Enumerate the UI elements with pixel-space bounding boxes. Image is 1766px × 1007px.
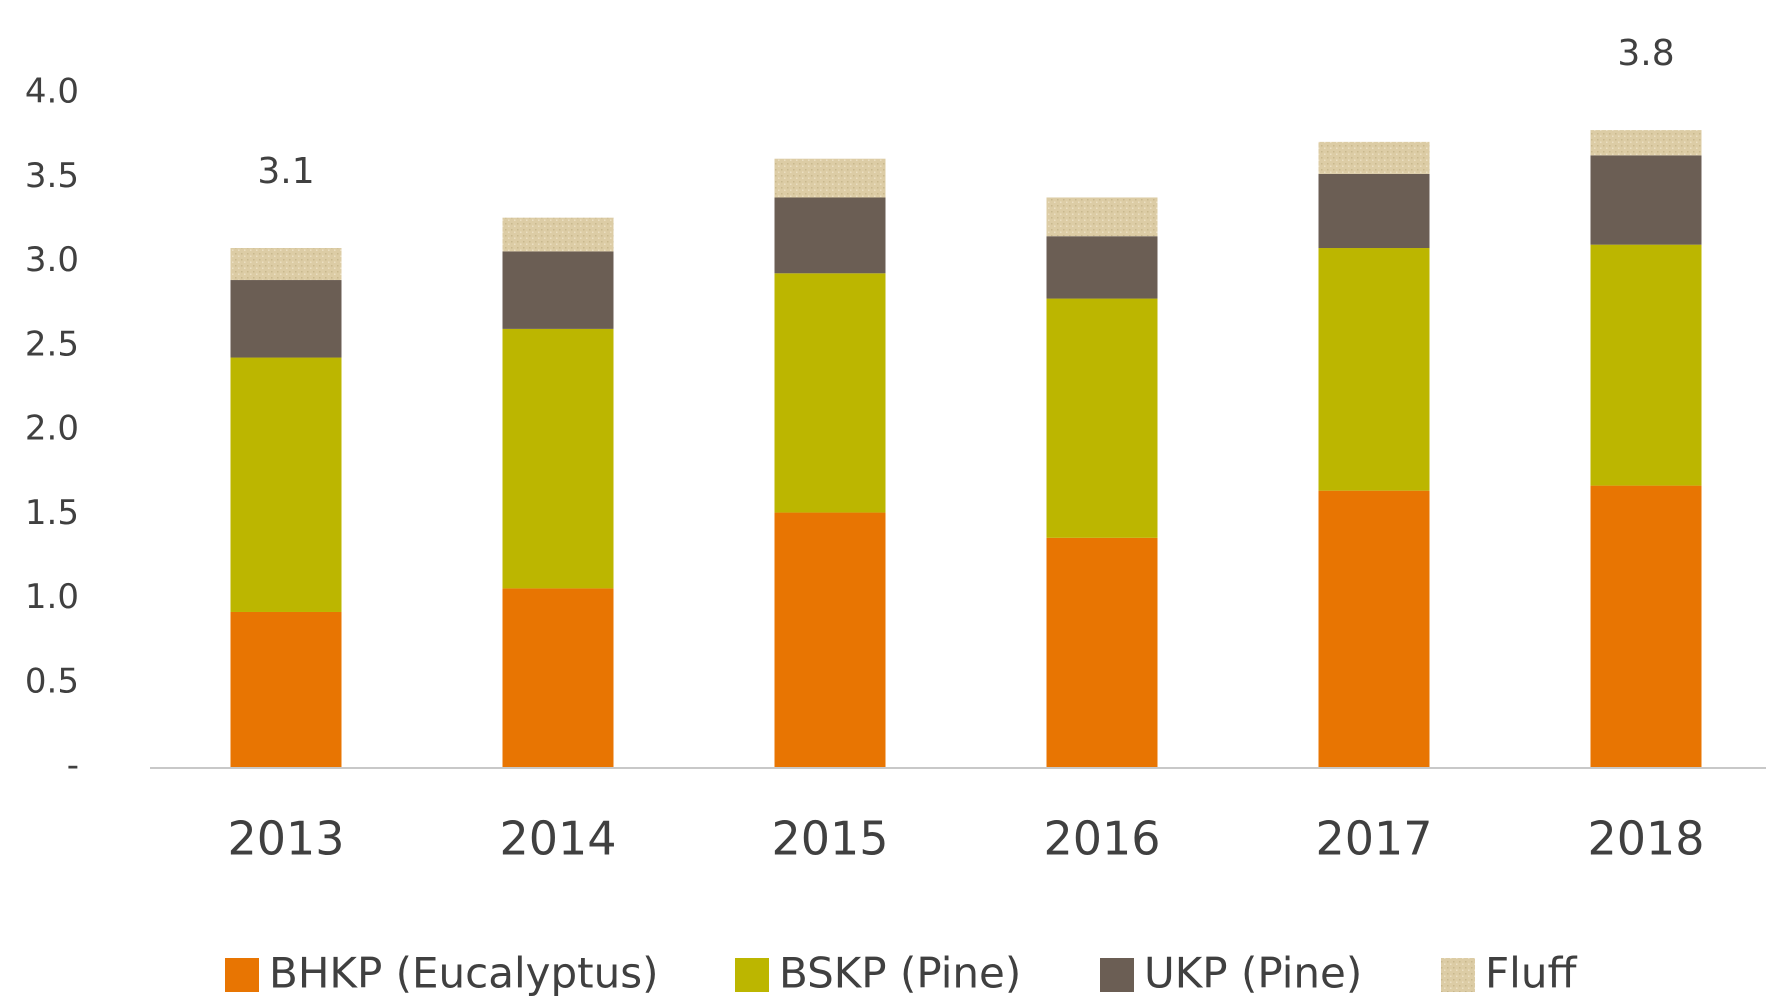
bar-segment — [230, 248, 342, 281]
bar-segment — [502, 217, 614, 252]
annotation: 3.1 — [257, 151, 314, 192]
bar-segment — [1590, 130, 1702, 156]
bar-segment — [774, 197, 886, 274]
y-tick-label: 2.5 — [25, 324, 79, 364]
y-tick-label: - — [67, 746, 79, 786]
bar-segment — [774, 158, 886, 198]
y-tick-label: 1.0 — [25, 577, 79, 617]
legend-swatch — [1441, 958, 1475, 992]
x-tick-label: 2017 — [1315, 812, 1432, 866]
bar-segment — [502, 328, 614, 589]
bar-segment — [774, 512, 886, 767]
legend-label: UKP (Pine) — [1144, 949, 1362, 998]
bar-segment — [1046, 298, 1158, 538]
bar-segment — [230, 611, 342, 767]
y-tick-label: 3.5 — [25, 156, 79, 196]
legend-swatch — [735, 958, 769, 992]
bar-segment — [1318, 141, 1430, 174]
bar-segment — [1046, 236, 1158, 299]
x-tick-label: 2013 — [227, 812, 344, 866]
x-tick-label: 2018 — [1587, 812, 1704, 866]
y-tick-label: 4.0 — [25, 72, 79, 112]
legend-label: BSKP (Pine) — [779, 949, 1021, 998]
y-tick-label: 2.0 — [25, 409, 79, 449]
legend-swatch — [225, 958, 259, 992]
y-tick-label: 3.0 — [25, 240, 79, 280]
x-tick-label: 2014 — [499, 812, 616, 866]
legend-swatch — [1100, 958, 1134, 992]
bar-segment — [774, 273, 886, 513]
annotation: 3.8 — [1617, 33, 1674, 74]
x-tick-label: 2016 — [1043, 812, 1160, 866]
bar-segment — [1046, 537, 1158, 767]
bar-segment — [1590, 244, 1702, 486]
bar-segment — [1590, 485, 1702, 767]
bar-segment — [1318, 173, 1430, 249]
bar-segment — [502, 251, 614, 329]
y-tick-label: 0.5 — [25, 661, 79, 701]
bar-segment — [230, 280, 342, 358]
legend-label: BHKP (Eucalyptus) — [269, 949, 659, 998]
bar-segment — [1318, 248, 1430, 491]
legend-label: Fluff — [1485, 949, 1577, 998]
x-tick-label: 2015 — [771, 812, 888, 866]
bar-segment — [502, 588, 614, 767]
bar-segment — [230, 357, 342, 612]
bar-segment — [1046, 197, 1158, 237]
bar-segment — [1590, 155, 1702, 245]
bar-segment — [1318, 490, 1430, 767]
y-tick-label: 1.5 — [25, 493, 79, 533]
